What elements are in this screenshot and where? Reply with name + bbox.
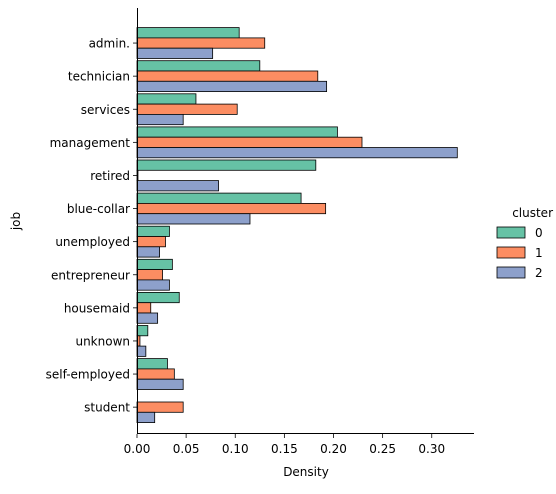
legend-title: cluster: [512, 206, 553, 220]
bar-blue-collar-cluster-1: [136, 202, 327, 215]
y-tick-label: technician: [68, 70, 130, 84]
bar-unemployed-cluster-2: [136, 246, 161, 258]
bar-services-cluster-0: [136, 93, 197, 105]
x-tick-label: 0.05: [173, 442, 200, 456]
legend-label-0: 0: [535, 226, 543, 240]
legend-label-2: 2: [535, 266, 543, 280]
bar-admin--cluster-0: [136, 27, 240, 39]
bar-self-employed-cluster-0: [136, 358, 168, 370]
x-axis-label: Density: [283, 465, 329, 479]
bar-technician-cluster-1: [136, 70, 319, 82]
x-ticks-group: 0.00 0.05 0.10 0.15 0.20 0.25 0.30: [124, 434, 445, 456]
bar-management-cluster-1: [136, 136, 363, 148]
y-tick-label: admin.: [89, 37, 130, 51]
bar-student-cluster-1: [136, 401, 184, 413]
y-tick-label: unemployed: [55, 235, 130, 249]
bar-entrepreneur-cluster-1: [136, 269, 163, 281]
bar-blue-collar-cluster-2: [136, 213, 251, 225]
bar-management-cluster-2: [136, 147, 458, 159]
y-tick-label: unknown: [75, 334, 130, 348]
y-axis-label: job: [9, 212, 23, 231]
x-tick-label: 0.15: [271, 442, 298, 456]
bar-self-employed-cluster-2: [136, 378, 184, 390]
bar-admin--cluster-2: [136, 47, 214, 59]
y-tick-label: self-employed: [46, 368, 130, 382]
y-tick-label: management: [50, 136, 131, 150]
bar-retired-cluster-0: [136, 159, 317, 171]
x-tick-label: 0.00: [124, 442, 151, 456]
bar-housemaid-cluster-1: [136, 302, 152, 314]
bar-services-cluster-1: [136, 103, 238, 115]
bar-unknown-cluster-2: [136, 345, 147, 357]
y-tick-label: services: [81, 103, 130, 117]
bar-entrepreneur-cluster-0: [136, 258, 173, 270]
bar-retired-cluster-2: [136, 180, 219, 192]
bar-unemployed-cluster-0: [136, 225, 170, 237]
legend-swatch-0: [496, 226, 526, 239]
bar-management-cluster-0: [136, 126, 338, 138]
bar-technician-cluster-2: [136, 80, 328, 93]
bar-technician-cluster-0: [136, 60, 261, 72]
legend-label-1: 1: [535, 246, 543, 260]
y-ticks-group: admin. technician services management retire…: [46, 37, 137, 415]
bar-admin--cluster-1: [136, 37, 266, 49]
bar-housemaid-cluster-2: [136, 312, 159, 324]
bar-entrepreneur-cluster-2: [136, 279, 170, 291]
x-tick-label: 0.20: [320, 442, 347, 456]
x-tick-label: 0.10: [222, 442, 249, 456]
bar-blue-collar-cluster-0: [136, 192, 302, 204]
x-tick-label: 0.30: [418, 442, 445, 456]
legend: cluster 0 1 2: [496, 206, 553, 280]
x-tick-label: 0.25: [369, 442, 396, 456]
y-tick-label: retired: [90, 169, 130, 183]
bar-unknown-cluster-0: [136, 325, 149, 337]
y-tick-label: entrepreneur: [51, 268, 130, 282]
legend-swatch-2: [496, 266, 526, 279]
bar-housemaid-cluster-0: [136, 291, 180, 304]
y-tick-label: student: [84, 401, 130, 415]
y-tick-label: housemaid: [64, 301, 130, 315]
bar-student-cluster-2: [136, 411, 156, 423]
legend-swatch-1: [496, 246, 526, 259]
y-tick-label: blue-collar: [67, 202, 130, 216]
bar-self-employed-cluster-1: [136, 368, 175, 380]
bar-unemployed-cluster-1: [136, 236, 166, 248]
bars-group: [136, 27, 458, 423]
bar-services-cluster-2: [136, 114, 184, 126]
